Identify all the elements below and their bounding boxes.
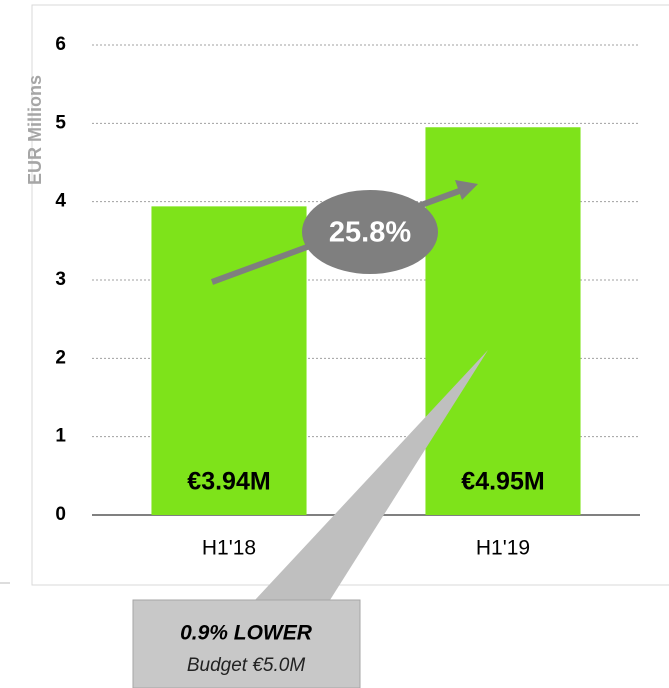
- callout-text: Budget €5.0M: [187, 655, 305, 676]
- y-tick-label: 4: [55, 191, 66, 212]
- bar: [425, 127, 581, 515]
- growth-label: 25.8%: [329, 217, 411, 249]
- x-tick-label: H1'18: [202, 537, 256, 560]
- y-tick-label: 1: [55, 426, 66, 447]
- arrow-head: [455, 180, 478, 200]
- annotations: 0.9% LOWER Budget €5.0M 25.8%: [132, 180, 488, 688]
- y-tick-label: 2: [55, 347, 66, 368]
- callout-box: [132, 599, 361, 688]
- growth-badge: [302, 190, 438, 274]
- callout-pointer: [255, 350, 488, 600]
- y-tick-label: 5: [55, 112, 66, 133]
- value-label: €3.94M: [187, 468, 270, 496]
- callout-title: 0.9% LOWER: [180, 622, 313, 645]
- y-tick-label: 6: [55, 34, 66, 55]
- value-label: €4.95M: [461, 468, 544, 496]
- y-tick-label: 0: [55, 504, 66, 525]
- x-tick-label: H1'19: [476, 537, 530, 560]
- y-tick-label: 3: [55, 269, 66, 290]
- y-axis-label: EUR Millions: [25, 75, 45, 185]
